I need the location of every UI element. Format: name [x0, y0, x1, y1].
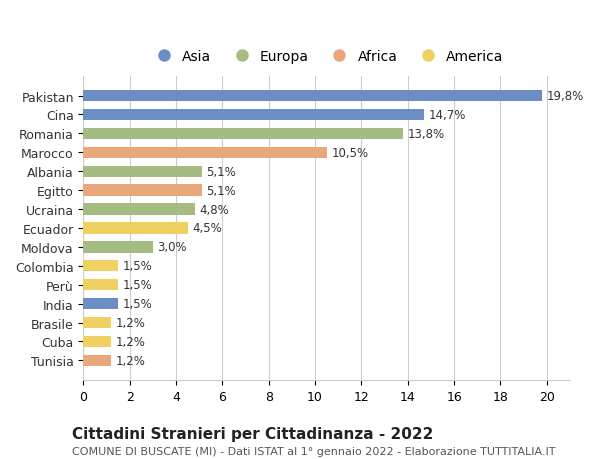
Text: 1,5%: 1,5%: [123, 279, 152, 291]
Text: 14,7%: 14,7%: [428, 109, 466, 122]
Text: 4,5%: 4,5%: [193, 222, 222, 235]
Bar: [83, 110, 424, 121]
Bar: [83, 298, 118, 310]
Bar: [83, 166, 202, 178]
Text: 1,2%: 1,2%: [116, 316, 146, 330]
Bar: [83, 129, 403, 140]
Bar: [83, 280, 118, 291]
Text: 5,1%: 5,1%: [206, 165, 236, 179]
Text: 3,0%: 3,0%: [158, 241, 187, 254]
Bar: [83, 336, 111, 347]
Text: 13,8%: 13,8%: [408, 128, 445, 140]
Bar: [83, 261, 118, 272]
Legend: Asia, Europa, Africa, America: Asia, Europa, Africa, America: [145, 45, 509, 69]
Bar: [83, 204, 194, 215]
Bar: [83, 242, 153, 253]
Text: COMUNE DI BUSCATE (MI) - Dati ISTAT al 1° gennaio 2022 - Elaborazione TUTTITALIA: COMUNE DI BUSCATE (MI) - Dati ISTAT al 1…: [72, 447, 556, 456]
Text: 1,2%: 1,2%: [116, 335, 146, 348]
Text: 1,5%: 1,5%: [123, 260, 152, 273]
Bar: [83, 355, 111, 366]
Text: 10,5%: 10,5%: [331, 146, 368, 159]
Bar: [83, 185, 202, 196]
Text: 4,8%: 4,8%: [199, 203, 229, 216]
Text: 19,8%: 19,8%: [547, 90, 584, 103]
Text: 1,2%: 1,2%: [116, 354, 146, 367]
Text: 5,1%: 5,1%: [206, 184, 236, 197]
Bar: [83, 317, 111, 329]
Bar: [83, 91, 542, 102]
Text: 1,5%: 1,5%: [123, 297, 152, 310]
Bar: [83, 223, 188, 234]
Text: Cittadini Stranieri per Cittadinanza - 2022: Cittadini Stranieri per Cittadinanza - 2…: [72, 426, 433, 442]
Bar: [83, 147, 326, 159]
